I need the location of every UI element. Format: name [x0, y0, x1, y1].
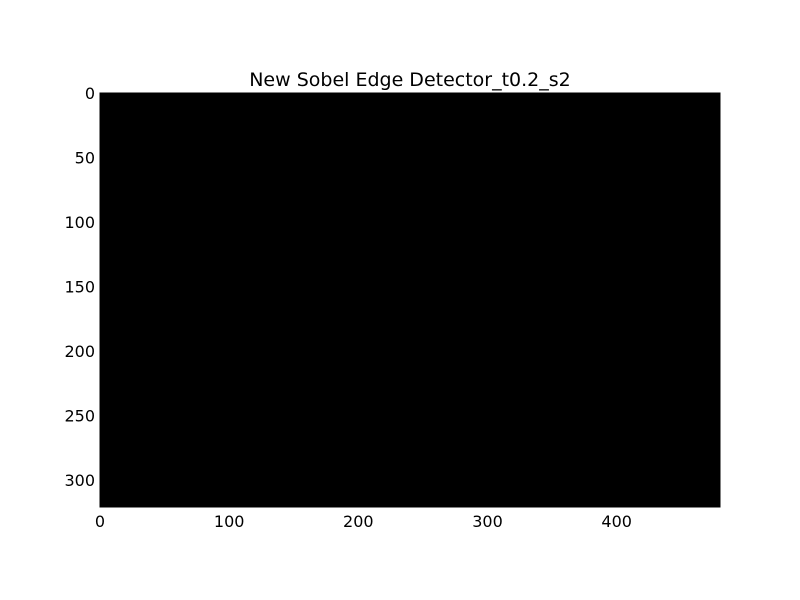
- x-tick-label: 300: [472, 512, 503, 531]
- y-axis: 0 50 100 150 200 250 300: [64, 84, 720, 490]
- chart-title: New Sobel Edge Detector_t0.2_s2: [249, 69, 571, 91]
- y-tick-label: 0: [85, 84, 95, 103]
- x-tick-label: 100: [214, 512, 245, 531]
- x-axis: 0 100 200 300 400: [95, 93, 632, 531]
- image-area: [100, 93, 720, 507]
- x-tick-label: 400: [601, 512, 632, 531]
- y-tick-label: 200: [64, 342, 95, 361]
- x-tick-label: 0: [95, 512, 105, 531]
- y-tick-label: 300: [64, 471, 95, 490]
- y-tick-label: 250: [64, 406, 95, 425]
- y-tick-label: 100: [64, 213, 95, 232]
- axes-frame: [99, 92, 721, 508]
- x-tick-label: 200: [343, 512, 374, 531]
- y-tick-label: 50: [75, 148, 95, 167]
- y-tick-label: 150: [64, 277, 95, 296]
